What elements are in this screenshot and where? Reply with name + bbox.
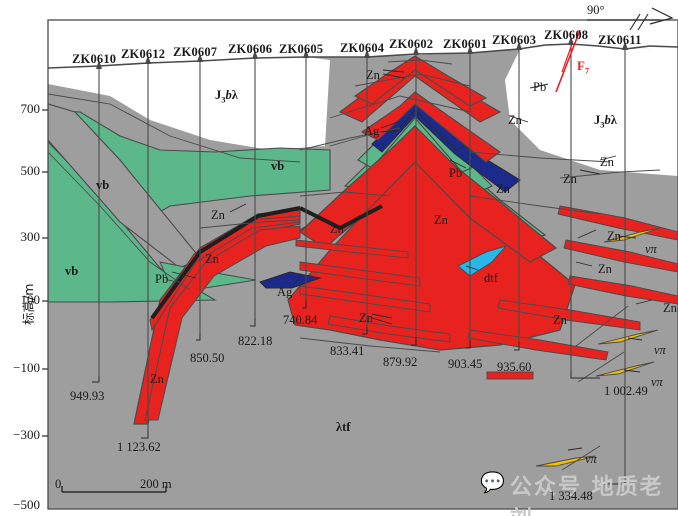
y-axis-tick-0: 700 bbox=[20, 101, 41, 116]
y-axis-tick-6: −500 bbox=[13, 497, 40, 512]
ore-label-zn-4: Zn bbox=[496, 182, 510, 196]
dike-label-3: νπ bbox=[585, 452, 597, 466]
unit-j3bl-left bbox=[48, 57, 330, 150]
dike-vpi-1 bbox=[603, 227, 661, 243]
ore-label-pb-15: Pb bbox=[155, 272, 169, 286]
unit-j3bl-right bbox=[505, 44, 678, 176]
dike-label-1: νπ bbox=[654, 343, 666, 357]
borehole-depth-ZK0607: 850.50 bbox=[190, 351, 225, 365]
topography-line bbox=[48, 43, 678, 69]
borehole-shafts bbox=[98, 44, 626, 478]
borehole-depth-ZK0602: 879.92 bbox=[383, 355, 418, 369]
fault-label-f7: F7 bbox=[577, 58, 589, 76]
borehole-depth-ZK0604: 833.41 bbox=[330, 344, 365, 358]
ore-label-zn-2: Zn bbox=[600, 155, 614, 169]
borehole-label-ZK0612[interactable]: ZK0612 bbox=[121, 47, 166, 61]
borehole-depth-ZK0601: 903.45 bbox=[448, 357, 483, 371]
depth-leaders bbox=[92, 300, 626, 485]
borehole-label-ZK0601[interactable]: ZK0601 bbox=[443, 37, 488, 51]
ore-cap-line-left bbox=[150, 206, 301, 320]
ore-label-zn-12: Zn bbox=[553, 313, 567, 327]
ore-label-zn-0: Zn bbox=[366, 68, 380, 82]
dike-label-2: νπ bbox=[651, 375, 663, 389]
ore-label-zn-5: Zn bbox=[211, 208, 225, 222]
dike-vpi-4-line bbox=[561, 445, 601, 471]
ore-sheets-left bbox=[295, 239, 451, 343]
ore-label-zn-8: Zn bbox=[607, 229, 621, 243]
borehole-depth-ZK0611: 1 334.48 bbox=[549, 489, 593, 503]
fault-f7-tick bbox=[561, 43, 573, 73]
unit-label-J3bl_left: J3bλ bbox=[215, 88, 238, 105]
ore-label-zn-10: Zn bbox=[598, 262, 612, 276]
unit-label-J3bl_right: J3bλ bbox=[594, 113, 617, 130]
section-body bbox=[48, 20, 678, 509]
borehole-depth-ZK0612: 1 123.62 bbox=[117, 440, 161, 454]
ore-cap-line-center bbox=[299, 204, 383, 231]
dip-symbol bbox=[587, 7, 674, 31]
y-axis-tick-5: −300 bbox=[13, 427, 40, 442]
borehole-depth-ZK0608: 1 002.49 bbox=[604, 384, 648, 398]
ore-label-zn-1: Zn bbox=[508, 113, 522, 127]
ore-label-zn-9: Zn bbox=[205, 252, 219, 266]
fault-f7-line bbox=[555, 29, 581, 93]
ore-zn-arch-3 bbox=[353, 55, 488, 107]
scale-bar-max-label: 200 m bbox=[140, 477, 172, 491]
unit-label-vb_3: vb bbox=[271, 159, 285, 173]
figure-frame bbox=[47, 19, 678, 510]
borehole-depth-ZK0605: 740.84 bbox=[283, 313, 318, 327]
ore-zn-arch-4 bbox=[360, 91, 501, 163]
ore-label-ag-18: Ag bbox=[364, 124, 380, 138]
ore-label-ag-19: Ag bbox=[277, 285, 293, 299]
dike-label-0: νπ bbox=[645, 242, 657, 256]
ore-label-zn-7: Zn bbox=[330, 222, 344, 236]
label-leaders bbox=[171, 69, 653, 451]
ore-label-dtf-20: dtf bbox=[484, 271, 498, 285]
ore-label-pb-17: Pb bbox=[533, 80, 547, 94]
borehole-label-ZK0606[interactable]: ZK0606 bbox=[228, 42, 273, 56]
borehole-label-ZK0611[interactable]: ZK0611 bbox=[598, 33, 642, 47]
unit-label-vb_2: vb bbox=[65, 264, 79, 278]
borehole-depth-ZK0610: 949.93 bbox=[70, 389, 105, 403]
borehole-label-ZK0602[interactable]: ZK0602 bbox=[389, 37, 434, 51]
borehole-depth-ZK0606: 822.18 bbox=[238, 334, 273, 348]
y-axis-tick-3: 100 bbox=[20, 292, 41, 307]
y-axis-tick-1: 500 bbox=[20, 163, 41, 178]
borehole-label-ZK0608[interactable]: ZK0608 bbox=[544, 28, 589, 42]
ore-label-zn-13: Zn bbox=[663, 301, 677, 315]
ore-label-zn-6: Zn bbox=[434, 213, 448, 227]
borehole-arrows bbox=[96, 36, 628, 69]
y-axis-ticks bbox=[42, 109, 48, 437]
borehole-label-ZK0610[interactable]: ZK0610 bbox=[72, 52, 117, 66]
borehole-label-ZK0603[interactable]: ZK0603 bbox=[492, 33, 537, 47]
ore-label-zn-11: Zn bbox=[359, 311, 373, 325]
ore-label-zn-3: Zn bbox=[563, 172, 577, 186]
ore-label-pb-16: Pb bbox=[449, 166, 463, 180]
scale-bar-zero-label: 0 bbox=[55, 477, 62, 491]
borehole-label-ZK0604[interactable]: ZK0604 bbox=[340, 41, 385, 55]
borehole-label-ZK0605[interactable]: ZK0605 bbox=[279, 42, 324, 56]
y-axis-tick-4: −100 bbox=[13, 360, 40, 375]
scale-bar-graphic bbox=[61, 486, 167, 493]
borehole-depth-ZK0603: 935.60 bbox=[497, 360, 532, 374]
ore-zn-arch-1 bbox=[299, 125, 558, 263]
watermark-text: 公众号 地质老刘 bbox=[510, 475, 664, 516]
unit-label-vb_1: vb bbox=[96, 178, 110, 192]
unit-label-ltf: λtf bbox=[336, 420, 351, 434]
wechat-icon: 💬 bbox=[480, 472, 505, 494]
y-axis-tick-2: 300 bbox=[20, 229, 41, 244]
ore-label-zn-14: Zn bbox=[150, 372, 164, 386]
dip-angle-label: 90° bbox=[587, 3, 605, 17]
sky-area bbox=[48, 20, 678, 68]
ore-lens-small bbox=[486, 371, 534, 380]
borehole-label-ZK0607[interactable]: ZK0607 bbox=[173, 45, 218, 59]
